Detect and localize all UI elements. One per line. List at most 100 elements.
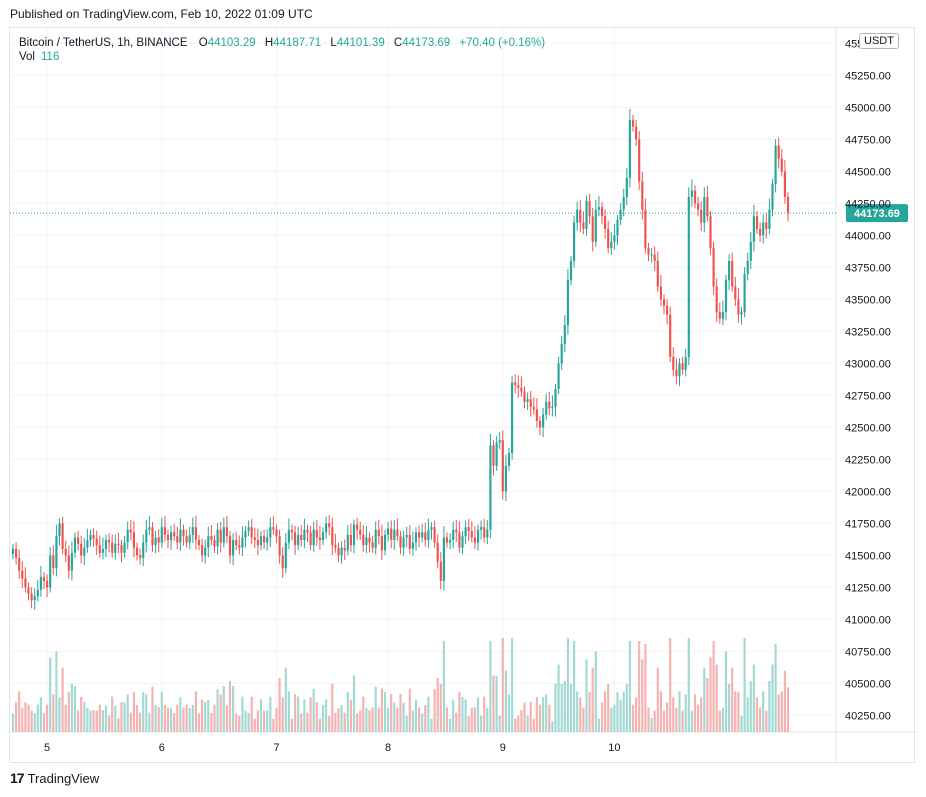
volume-bar [433,689,436,732]
volume-bar [458,692,461,732]
candle-body [362,534,365,546]
volume-bar [476,697,480,732]
candle-body [170,532,173,540]
candle-body [253,537,256,540]
volume-bar [693,694,697,732]
candle-body [675,369,678,377]
candle-body [607,228,610,249]
candle-body [734,286,737,300]
volume-label: Vol [19,51,35,63]
candle-body [213,540,216,547]
candle-body [470,531,473,538]
volume-bar [421,713,424,732]
currency-button[interactable]: USDT [859,33,899,49]
candle-body [703,196,706,223]
volume-bar [55,651,58,732]
candle-body [467,527,470,532]
candle-body [27,587,30,594]
y-tick-label: 42000.00 [845,486,891,498]
volume-bar [573,641,576,732]
candle-body [129,529,132,533]
candle-body [294,532,297,546]
candle-body [662,299,666,306]
candle-body [597,207,600,210]
y-tick-label: 40500.00 [845,678,891,690]
candle-body [306,529,309,533]
candle-body [142,542,145,558]
candle-body [535,409,538,421]
volume-bar [681,710,684,732]
volume-bar [111,696,114,732]
volume-bar [318,718,321,732]
candle-body [278,536,281,556]
volume-bar [405,715,408,732]
candle-body [11,548,15,555]
candle-body [557,363,560,389]
volume-bar [46,704,49,732]
volume-bar [597,718,600,732]
candle-body [588,200,591,217]
volume-bar [315,702,318,732]
volume-bar [616,692,619,732]
volume-bar [464,699,467,732]
candle-body [594,209,597,242]
volume-bar [445,707,449,732]
volume-bar [201,699,204,732]
volume-bar [656,667,659,732]
candle-body [101,548,104,553]
volume-bar [532,718,535,732]
y-tick-label: 40250.00 [845,710,891,722]
volume-bar [622,691,625,732]
candle-body [39,577,42,590]
volume-bar [759,707,762,732]
y-tick-label: 41500.00 [845,550,891,562]
candle-body [569,260,573,281]
candle-body [498,440,501,443]
volume-bar [30,710,33,732]
candle-body [297,534,300,546]
volume-bar [731,667,734,732]
volume-bar [480,715,483,732]
volume-bar [489,641,492,732]
candle-body [325,523,328,533]
volume-bar [70,683,73,732]
candle-body [752,216,755,242]
candle-body [737,299,740,315]
candle-body [219,529,222,543]
volume-bar [619,699,622,732]
candle-body [402,537,405,548]
candle-body [538,420,542,428]
volume-bar [662,710,666,732]
volume-bar [638,641,641,732]
volume-bar [644,644,647,732]
volume-bar [504,670,507,732]
candle-body [365,537,368,546]
volume-bar [148,712,151,732]
volume-bar [145,694,148,732]
volume-bar [18,691,21,732]
candle-body [771,184,774,210]
candle-body [331,527,334,546]
volume-bar [576,691,579,732]
candle-body [126,529,129,543]
volume-bar [594,651,597,732]
candle-body [46,580,49,588]
candle-body [49,555,52,588]
close-label: C [393,37,403,49]
volume-bar [414,699,418,732]
candle-body [507,452,511,466]
candle-body [349,534,352,546]
volume-bar [300,713,303,732]
candle-body [424,532,427,540]
volume-bar [374,686,377,732]
y-tick-label: 43250.00 [845,326,891,338]
volume-bar [548,704,551,732]
chart-area[interactable]: 44173.69 40250.00 40500.00 40750.00 41000.0… [9,27,916,764]
candle-body [687,196,690,357]
brand-name: TradingView [27,770,100,786]
candlestick-chart[interactable]: 44173.69 40250.00 40500.00 40750.00 41000.0… [10,28,916,764]
volume-bar [170,708,173,732]
candle-body [523,391,526,402]
candle-body [235,540,238,546]
candle-body [405,534,408,538]
